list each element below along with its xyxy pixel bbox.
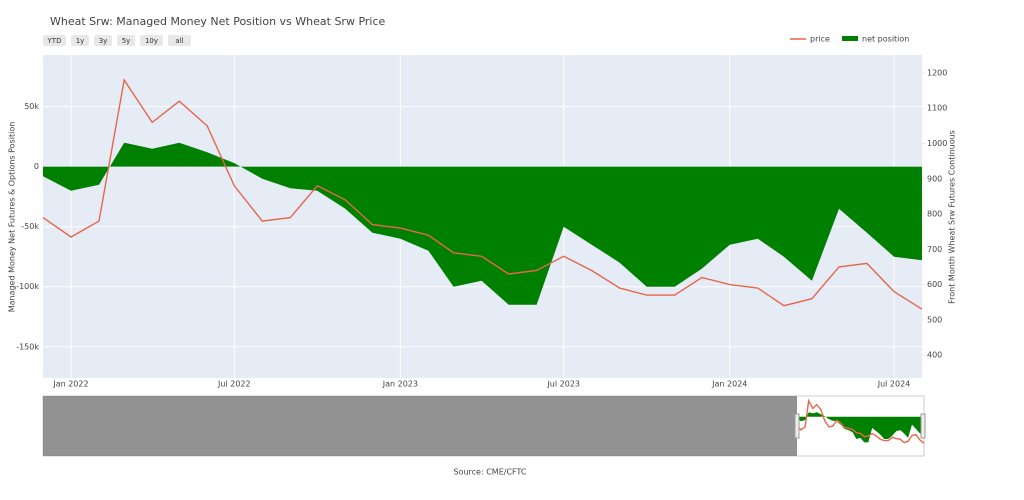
range-button[interactable]: 3y xyxy=(94,35,112,46)
net-position-area xyxy=(43,142,922,305)
range-button[interactable]: all xyxy=(168,35,191,46)
range-button-bg[interactable] xyxy=(94,35,112,46)
source-note: Source: CME/CFTC xyxy=(453,468,526,477)
range-button-label[interactable]: 1y xyxy=(76,37,85,45)
range-button-bg[interactable] xyxy=(71,35,89,46)
range-slider-handle[interactable] xyxy=(920,413,926,439)
range-button[interactable]: 10y xyxy=(140,35,163,46)
legend-swatch xyxy=(842,36,858,41)
y2-tick-label: 800 xyxy=(927,210,942,219)
price-line xyxy=(796,398,925,444)
legend-label: price xyxy=(810,35,830,44)
y2-tick-label: 900 xyxy=(927,174,942,183)
chart-title: Wheat Srw: Managed Money Net Position vs… xyxy=(50,15,386,28)
range-button[interactable]: 5y xyxy=(117,35,135,46)
y2-tick-label: 600 xyxy=(927,280,942,289)
y-axis-title: Managed Money Net Futures & Options Posi… xyxy=(8,122,17,313)
range-slider-handle[interactable] xyxy=(794,413,800,439)
range-button-bg[interactable] xyxy=(117,35,135,46)
range-button-bg[interactable] xyxy=(43,35,66,46)
y2-tick-label: 400 xyxy=(927,351,942,360)
range-button-label[interactable]: YTD xyxy=(47,37,62,45)
y-tick-label: -100k xyxy=(16,282,39,291)
x-tick-label: Jul 2024 xyxy=(877,380,911,389)
y-tick-label: 0 xyxy=(34,162,39,171)
x-tick-label: Jan 2024 xyxy=(711,380,747,389)
x-tick-label: Jul 2022 xyxy=(217,380,251,389)
y-tick-label: -150k xyxy=(16,342,39,351)
y2-tick-label: 1000 xyxy=(927,139,947,148)
y2-tick-label: 500 xyxy=(927,315,942,324)
net-position-area xyxy=(797,412,924,443)
x-tick-label: Jan 2023 xyxy=(382,380,418,389)
y-tick-label: 50k xyxy=(24,102,39,111)
legend-label: net position xyxy=(862,35,909,44)
range-button-label[interactable]: 5y xyxy=(122,37,131,45)
y2-tick-label: 1100 xyxy=(927,104,947,113)
range-button-bg[interactable] xyxy=(168,35,191,46)
range-slider-mask xyxy=(43,396,797,456)
y-tick-label: -50k xyxy=(21,222,39,231)
x-tick-label: Jan 2022 xyxy=(52,380,88,389)
range-button[interactable]: YTD xyxy=(43,35,66,46)
range-button-label[interactable]: 3y xyxy=(99,37,108,45)
range-button-label[interactable]: 10y xyxy=(145,37,158,45)
range-button[interactable]: 1y xyxy=(71,35,89,46)
price-line xyxy=(42,78,923,310)
y2-tick-label: 1200 xyxy=(927,68,947,77)
range-button-label[interactable]: all xyxy=(175,37,183,45)
y2-axis-title: Front Month Wheat Srw Futures Continuous xyxy=(948,130,957,304)
y2-tick-label: 700 xyxy=(927,245,942,254)
range-button-bg[interactable] xyxy=(140,35,163,46)
x-tick-label: Jul 2023 xyxy=(546,380,580,389)
